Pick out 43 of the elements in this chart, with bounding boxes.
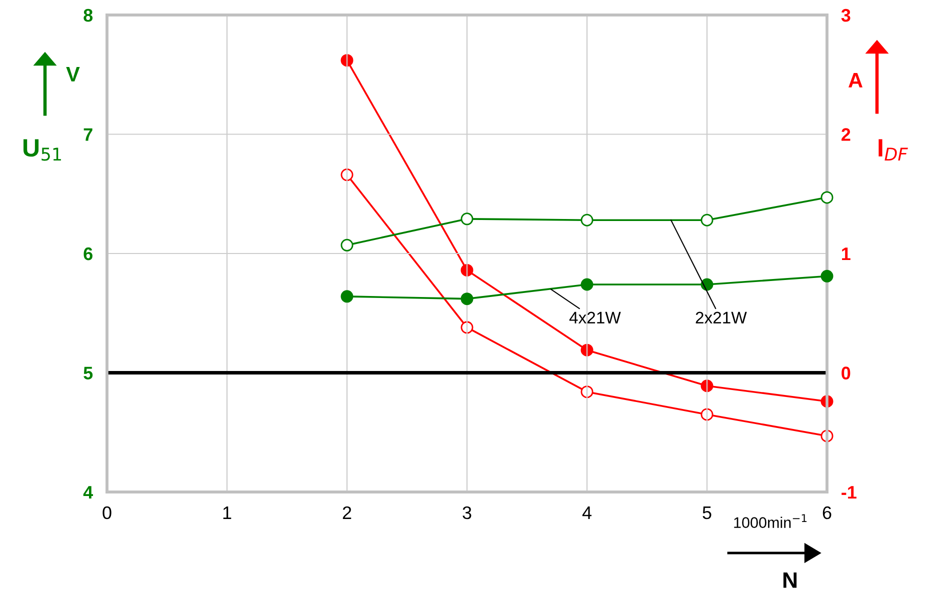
point bbox=[580, 386, 594, 398]
point bbox=[580, 278, 594, 291]
y2-tick-label: 2 bbox=[842, 128, 850, 141]
y-tick-label: 5 bbox=[84, 366, 93, 380]
point bbox=[460, 264, 474, 276]
point bbox=[580, 214, 594, 226]
y2-tick-label: 3 bbox=[841, 8, 850, 22]
point bbox=[340, 54, 354, 67]
point bbox=[700, 380, 714, 392]
point bbox=[340, 290, 354, 303]
text: V bbox=[66, 67, 80, 82]
point bbox=[340, 168, 354, 182]
text: A bbox=[848, 73, 862, 88]
annotation: 4x21W bbox=[569, 312, 621, 324]
x-tick-label: 6 bbox=[822, 506, 832, 520]
point bbox=[700, 278, 714, 291]
annotation: 2x21W bbox=[696, 312, 747, 324]
point bbox=[700, 214, 714, 226]
point bbox=[580, 344, 594, 356]
point bbox=[460, 321, 474, 334]
x-tick-label: 5 bbox=[702, 506, 712, 520]
x-tick-label: 3 bbox=[462, 506, 472, 520]
x-tick-label: 0 bbox=[102, 506, 112, 520]
y2-tick-label: 1 bbox=[842, 248, 850, 260]
text: 1000min$^{−1}$ bbox=[734, 514, 807, 528]
x-tick-label: 1 bbox=[223, 506, 232, 519]
point bbox=[460, 212, 474, 226]
x-axis-title: N bbox=[783, 572, 797, 588]
point bbox=[460, 292, 474, 306]
point bbox=[700, 408, 714, 421]
point bbox=[820, 191, 834, 204]
y2-tick-label: -1 bbox=[842, 486, 856, 499]
y2-axis-title: I$_{DF}$ bbox=[878, 139, 908, 161]
point bbox=[820, 270, 834, 282]
y-axis-title: U$_{51}$ bbox=[24, 139, 61, 161]
point bbox=[340, 238, 354, 252]
x-tick-label: 2 bbox=[342, 506, 352, 519]
y2-tick-label: 0 bbox=[842, 366, 850, 380]
y-tick-label: 8 bbox=[84, 8, 93, 22]
x-tick-label: 4 bbox=[582, 506, 592, 519]
y-tick-label: 6 bbox=[84, 247, 92, 260]
y-tick-label: 7 bbox=[84, 128, 92, 141]
y-tick-label: 4 bbox=[83, 486, 94, 499]
